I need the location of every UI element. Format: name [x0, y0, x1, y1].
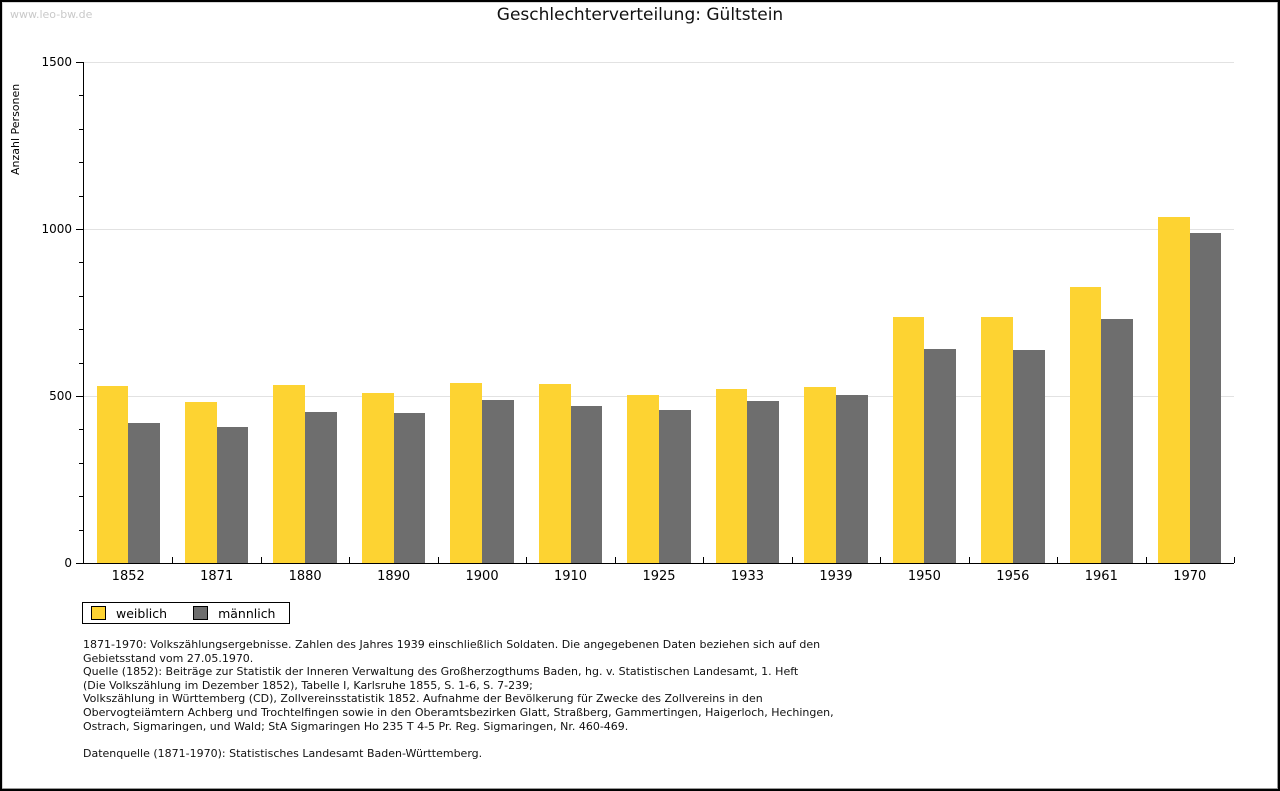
y-minor-tick	[79, 462, 83, 464]
y-tick-label: 1000	[41, 222, 72, 236]
x-tick	[791, 557, 793, 563]
legend-item-weiblich: weiblich	[91, 606, 167, 621]
bar-weiblich-1939	[804, 387, 836, 563]
bar-weiblich-1890	[361, 392, 394, 563]
gridline	[84, 229, 1234, 230]
x-tick	[968, 557, 970, 563]
bar-männlich-1933	[747, 400, 780, 563]
x-tick	[703, 557, 705, 563]
bar-weiblich-1925	[627, 394, 659, 563]
footnote-line: (Die Volkszählung im Dezember 1852), Tab…	[83, 678, 533, 692]
y-minor-tick	[79, 195, 83, 197]
x-tick	[1234, 557, 1235, 563]
bar-weiblich-1900	[450, 382, 483, 563]
legend: weiblich männlich	[82, 602, 291, 624]
legend-item-maennlich: männlich	[193, 606, 275, 621]
x-tick-label-1871: 1871	[200, 569, 234, 584]
bar-männlich-1910	[570, 405, 603, 563]
x-tick-label-1910: 1910	[553, 569, 588, 584]
bar-weiblich-1910	[538, 383, 571, 563]
x-tick-label-1950: 1950	[907, 569, 941, 584]
x-tick	[260, 557, 262, 563]
legend-label-maennlich: männlich	[218, 605, 276, 621]
datenquelle-line: Datenquelle (1871-1970): Statistisches L…	[83, 746, 483, 760]
y-axis-line	[83, 62, 84, 564]
x-tick-label-1939: 1939	[819, 569, 853, 584]
y-tick	[76, 396, 83, 397]
bar-männlich-1939	[835, 394, 868, 563]
y-tick	[76, 229, 83, 230]
y-minor-tick	[79, 529, 83, 531]
gridline	[84, 396, 1234, 397]
bar-weiblich-1933	[715, 388, 748, 563]
bar-weiblich-1956	[981, 317, 1013, 563]
x-tick-label-1890: 1890	[377, 569, 411, 584]
weiblich-swatch-icon	[91, 606, 106, 620]
bar-weiblich-1961	[1069, 287, 1102, 563]
x-tick	[349, 557, 351, 563]
x-tick-label-1880: 1880	[288, 569, 322, 584]
y-minor-tick	[79, 262, 83, 264]
plot-area: 0 500 1000 1500 1852 1871 1880 1890 1900 1910 1925…	[41, 56, 1235, 584]
footnote-line: 1871-1970: Volkszählungsergebnisse. Zahl…	[83, 638, 821, 651]
x-tick	[880, 557, 882, 563]
bar-weiblich-1880	[273, 385, 306, 563]
footnote-line: Gebietsstand vom 27.05.1970.	[83, 651, 254, 665]
bar-weiblich-1852	[96, 385, 129, 563]
y-minor-tick	[79, 295, 83, 297]
bar-weiblich-1970	[1158, 217, 1190, 563]
y-minor-tick	[79, 362, 83, 364]
x-tick-label-1900: 1900	[465, 569, 499, 584]
bar-männlich-1852	[128, 423, 160, 563]
y-tick-label: 0	[64, 556, 72, 570]
bar-männlich-1950	[924, 348, 957, 563]
footnote-line: Quelle (1852): Beiträge zur Statistik de…	[83, 665, 799, 679]
x-tick	[172, 557, 174, 563]
footnote-line: Obervogteiämtern Achberg und Trochtelfin…	[83, 705, 834, 719]
watermark-url: www.leo-bw.de	[10, 8, 93, 21]
y-minor-tick	[79, 95, 83, 97]
y-minor-tick	[79, 429, 83, 431]
bar-männlich-1925	[659, 410, 691, 563]
x-tick-label-1961: 1961	[1084, 569, 1118, 584]
footnote-line: Volkszählung in Württemberg (CD), Zollve…	[83, 692, 763, 706]
x-tick-label-1925: 1925	[642, 569, 676, 584]
x-axis-line	[83, 563, 1234, 564]
page-title: Geschlechterverteilung: Gültstein	[496, 5, 784, 25]
bar-männlich-1880	[305, 412, 337, 563]
y-tick-label: 500	[49, 389, 72, 403]
y-tick	[76, 563, 83, 564]
y-axis-title: Anzahl Personen	[9, 83, 22, 175]
x-tick-label-1852: 1852	[111, 569, 145, 584]
y-minor-tick	[79, 496, 83, 498]
x-tick	[1145, 557, 1147, 563]
x-tick-label-1970: 1970	[1173, 569, 1207, 584]
x-tick	[614, 557, 616, 563]
y-minor-tick	[79, 329, 83, 331]
footnotes: 1871-1970: Volkszählungsergebnisse. Zahl…	[83, 638, 834, 760]
bar-männlich-1871	[216, 426, 249, 563]
y-tick-label: 1500	[41, 55, 72, 69]
bar-männlich-1890	[393, 413, 426, 563]
bar-weiblich-1950	[892, 316, 925, 563]
x-tick-label-1933: 1933	[730, 569, 764, 584]
legend-label-weiblich: weiblich	[116, 605, 168, 621]
bar-männlich-1961	[1101, 318, 1133, 563]
x-tick-label-1956: 1956	[996, 569, 1030, 584]
footnote-line: Ostrach, Sigmaringen, und Wald; StA Sigm…	[83, 719, 629, 733]
x-tick	[526, 557, 528, 563]
bar-weiblich-1871	[184, 401, 217, 563]
y-tick	[76, 62, 83, 63]
x-tick	[1057, 557, 1059, 563]
bar-männlich-1900	[482, 400, 514, 563]
x-tick	[437, 557, 439, 563]
y-minor-tick	[79, 128, 83, 130]
y-minor-tick	[79, 162, 83, 164]
bar-männlich-1970	[1189, 233, 1222, 563]
gridline	[84, 62, 1234, 63]
bar-männlich-1956	[1012, 350, 1045, 563]
maennlich-swatch-icon	[193, 606, 209, 620]
